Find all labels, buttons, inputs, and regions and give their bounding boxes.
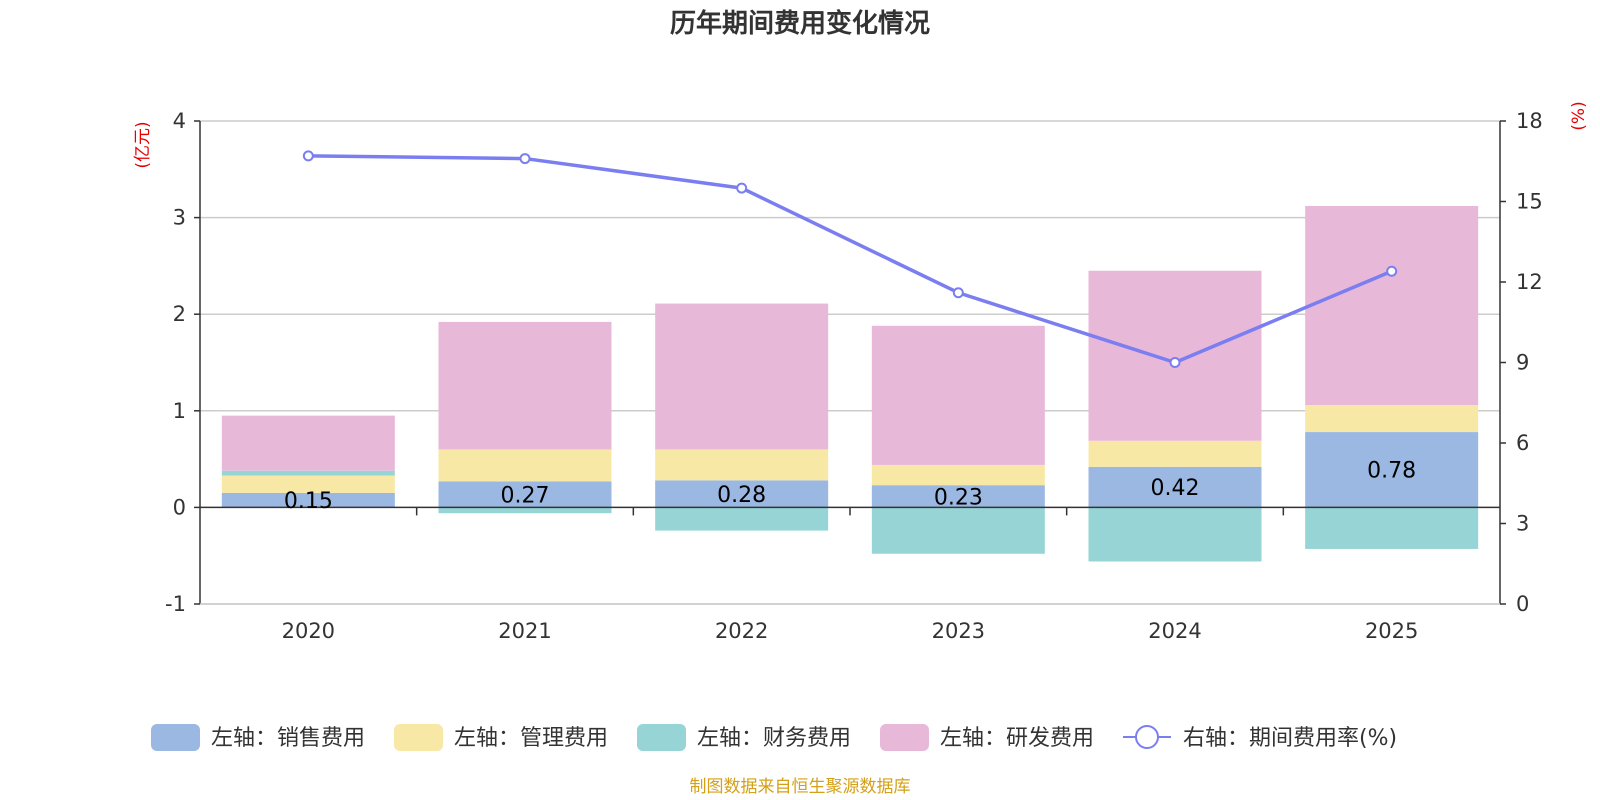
legend: 左轴：销售费用 左轴：管理费用 左轴：财务费用 左轴：研发费用 右轴：期间费用率(%) <box>151 724 1397 751</box>
bar-segment <box>655 303 829 450</box>
left-tick-label: 2 <box>173 302 186 326</box>
bar-segment <box>871 485 1045 508</box>
data-label: 0.15 <box>284 489 333 514</box>
bar-segment <box>221 475 395 493</box>
legend-swatch <box>637 724 686 751</box>
left-tick-label: 1 <box>173 399 186 423</box>
bar-labels: 0.15 0.27 0.28 0.23 0.42 0.78 <box>284 459 1416 514</box>
data-label: 0.42 <box>1151 476 1200 501</box>
right-tick-label: 3 <box>1516 512 1529 536</box>
legend-marker <box>1135 725 1159 749</box>
left-axis-unit: (亿元) <box>133 121 153 168</box>
legend-label: 右轴：期间费用率(%) <box>1183 726 1397 751</box>
right-tick-label: 18 <box>1516 109 1543 133</box>
legend-label: 左轴：管理费用 <box>454 726 608 751</box>
data-label: 0.23 <box>934 485 983 510</box>
bar-segment <box>1305 405 1479 433</box>
bar-segment <box>1088 440 1262 467</box>
left-tick-label: 0 <box>173 495 186 519</box>
bar-segment <box>438 321 612 450</box>
bar-segment <box>871 464 1045 486</box>
legend-label: 左轴：研发费用 <box>940 726 1094 751</box>
source-note: 制图数据来自恒生聚源数据库 <box>690 777 911 797</box>
right-tick-label: 9 <box>1516 351 1529 375</box>
x-tick-label: 2020 <box>282 619 335 643</box>
legend-label: 左轴：销售费用 <box>211 726 365 751</box>
right-tick-label: 6 <box>1516 431 1529 455</box>
gridlines <box>200 120 1500 605</box>
bar-segment <box>438 507 612 514</box>
bar-segment <box>221 492 395 508</box>
data-label: 0.78 <box>1367 459 1416 484</box>
legend-label: 左轴：财务费用 <box>697 726 851 751</box>
bar-segment <box>655 507 829 531</box>
left-tick-label: 3 <box>173 206 186 230</box>
bar-segment <box>1305 206 1479 406</box>
bar-segment <box>1088 466 1262 508</box>
right-tick-label: 15 <box>1516 190 1543 214</box>
bar-segment <box>1305 432 1479 508</box>
bar-segment <box>221 415 395 471</box>
rate-point <box>1386 265 1398 277</box>
rate-point <box>736 182 748 194</box>
bar-segment <box>871 507 1045 554</box>
chart-title: 历年期间费用变化情况 <box>670 8 930 39</box>
x-tick-label: 2022 <box>715 619 768 643</box>
bar-segment <box>221 470 395 476</box>
right-tick-label: 0 <box>1516 592 1529 616</box>
bars <box>221 206 1479 562</box>
left-tick-label: -1 <box>165 592 186 616</box>
bar-segment <box>1088 507 1262 562</box>
right-axis-unit: (%) <box>1569 101 1589 130</box>
x-tick-label: 2025 <box>1365 619 1418 643</box>
legend-swatch <box>151 724 200 751</box>
bar-segment <box>438 481 612 508</box>
legend-swatch <box>394 724 443 751</box>
x-tick-label: 2024 <box>1148 619 1201 643</box>
bar-segment <box>1088 270 1262 441</box>
x-tick-label: 2023 <box>932 619 985 643</box>
bar-segment <box>655 449 829 481</box>
data-label: 0.28 <box>717 483 766 508</box>
rate-line <box>302 150 1398 368</box>
legend-swatch <box>880 724 929 751</box>
rate-line-path <box>308 154 1393 365</box>
left-tick-label: 4 <box>173 109 186 133</box>
data-label: 0.27 <box>501 483 550 508</box>
rate-point <box>1169 357 1181 368</box>
right-tick-label: 12 <box>1516 270 1543 294</box>
bar-segment <box>1305 507 1479 549</box>
rate-point <box>302 150 314 162</box>
rate-point <box>519 153 531 165</box>
x-tick-label: 2021 <box>498 619 551 643</box>
bar-segment <box>655 480 829 508</box>
bar-segment <box>871 325 1045 465</box>
bar-segment <box>438 449 612 482</box>
rate-point <box>952 287 964 299</box>
